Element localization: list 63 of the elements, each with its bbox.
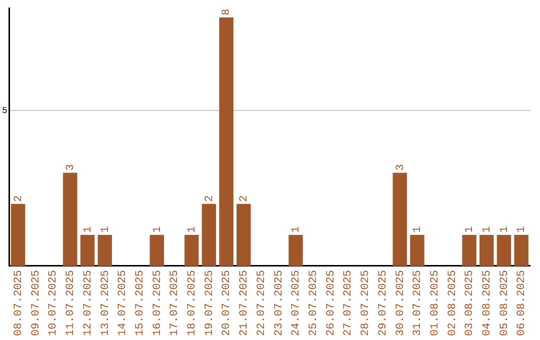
x-tick-label: 14.07.2025: [117, 270, 130, 336]
x-tick-label: 20.07.2025: [221, 270, 234, 336]
data-label: 1: [152, 226, 164, 233]
x-tick-label: 24.07.2025: [290, 270, 303, 336]
bar: [202, 204, 216, 266]
x-tick-label: 28.07.2025: [360, 270, 372, 336]
x-tick-label: 25.07.2025: [308, 270, 320, 336]
data-label: 3: [65, 164, 78, 171]
data-label: 1: [290, 226, 303, 233]
bar: [219, 17, 234, 266]
bar: [184, 234, 199, 266]
data-label: 1: [412, 226, 424, 233]
data-label: 1: [464, 226, 476, 233]
bar: [10, 204, 26, 266]
x-tick-label: 30.07.2025: [394, 270, 407, 336]
bar: [496, 234, 512, 266]
x-tick-label: 12.07.2025: [82, 270, 94, 336]
bar: [462, 234, 476, 266]
bar: [288, 234, 303, 266]
x-tick-label: 16.07.2025: [152, 270, 164, 336]
y-tick-label: 5: [2, 106, 8, 116]
bar: [480, 234, 494, 266]
data-label: 2: [204, 195, 216, 202]
data-label: 8: [221, 8, 234, 16]
x-tick-label: 29.07.2025: [377, 270, 390, 336]
x-tick-label: 21.07.2025: [238, 270, 251, 336]
data-label: 1: [82, 226, 94, 233]
bar: [63, 172, 78, 266]
data-label: 3: [394, 164, 407, 171]
data-label: 1: [498, 226, 511, 233]
x-tick-label: 11.07.2025: [65, 270, 78, 336]
x-tick-label: 19.07.2025: [204, 270, 216, 336]
x-tick-label: 18.07.2025: [186, 270, 199, 336]
bar: [98, 234, 112, 266]
x-tick-label: 02.08.2025: [446, 270, 459, 336]
data-label: 2: [12, 195, 25, 202]
x-tick-label: 13.07.2025: [100, 270, 112, 336]
bar: [392, 172, 407, 266]
data-label: 1: [516, 226, 528, 233]
data-label: 2: [238, 195, 251, 202]
x-tick-label: 03.08.2025: [464, 270, 476, 336]
data-label: 1: [482, 226, 494, 233]
x-tick-label: 09.07.2025: [30, 270, 42, 336]
x-tick-label: 01.08.2025: [429, 270, 442, 336]
x-tick-label: 22.07.2025: [256, 270, 268, 336]
bar: [236, 204, 251, 266]
data-label: 1: [100, 226, 112, 233]
x-tick-label: 31.07.2025: [412, 270, 424, 336]
bar: [80, 234, 95, 266]
bar: [150, 234, 164, 266]
x-tick-label: 17.07.2025: [169, 270, 182, 336]
x-tick-label: 08.07.2025: [12, 270, 25, 336]
x-tick-label: 05.08.2025: [498, 270, 511, 336]
x-tick-label: 23.07.2025: [273, 270, 286, 336]
x-tick-label: 15.07.2025: [134, 270, 146, 336]
bar: [410, 234, 424, 266]
x-tick-label: 27.07.2025: [342, 270, 355, 336]
x-tick-label: 06.08.2025: [516, 270, 528, 336]
bar: [514, 234, 528, 266]
x-tick-label: 10.07.2025: [48, 270, 60, 336]
x-tick-label: 04.08.2025: [482, 270, 494, 336]
data-label: 1: [186, 226, 199, 233]
x-tick-label: 26.07.2025: [325, 270, 338, 336]
